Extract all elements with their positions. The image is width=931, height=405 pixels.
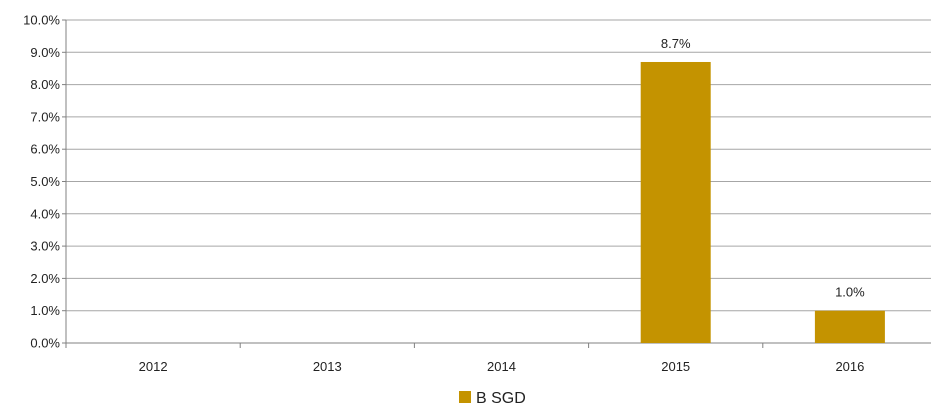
y-axis: 0.0% 1.0% 2.0% 3.0% 4.0% 5.0% 6.0% 7.0% 8.0% 9.0%… (23, 13, 67, 351)
legend: B SGD (459, 390, 526, 405)
y-tick-label: 1.0% (30, 303, 60, 318)
bar-2016 (814, 310, 885, 343)
x-tick-label: 2014 (487, 359, 516, 374)
x-tick-label: 2015 (661, 359, 690, 374)
y-tick-label: 5.0% (30, 174, 60, 189)
y-tick-label: 8.0% (30, 77, 60, 92)
data-labels: 8.7% 1.0% (661, 36, 865, 300)
y-tick-label: 3.0% (30, 239, 60, 254)
bars (640, 61, 885, 344)
y-tick-label: 2.0% (30, 271, 60, 286)
x-tick-label: 2016 (835, 359, 864, 374)
y-tick-label: 10.0% (23, 13, 60, 28)
bar-2015 (640, 61, 711, 344)
y-tick-label: 7.0% (30, 109, 60, 124)
legend-swatch (459, 391, 471, 403)
y-tick-label: 4.0% (30, 206, 60, 221)
data-label-2016: 1.0% (835, 285, 865, 300)
gridlines (66, 19, 931, 312)
x-axis: 2012 2013 2014 2015 2016 (65, 342, 931, 374)
y-tick-label: 9.0% (30, 45, 60, 60)
legend-label: B SGD (476, 390, 526, 405)
x-tick-label: 2013 (313, 359, 342, 374)
y-tick-label: 0.0% (30, 336, 60, 351)
x-tick-label: 2012 (139, 359, 168, 374)
y-tick-label: 6.0% (30, 142, 60, 157)
data-label-2015: 8.7% (661, 36, 691, 51)
